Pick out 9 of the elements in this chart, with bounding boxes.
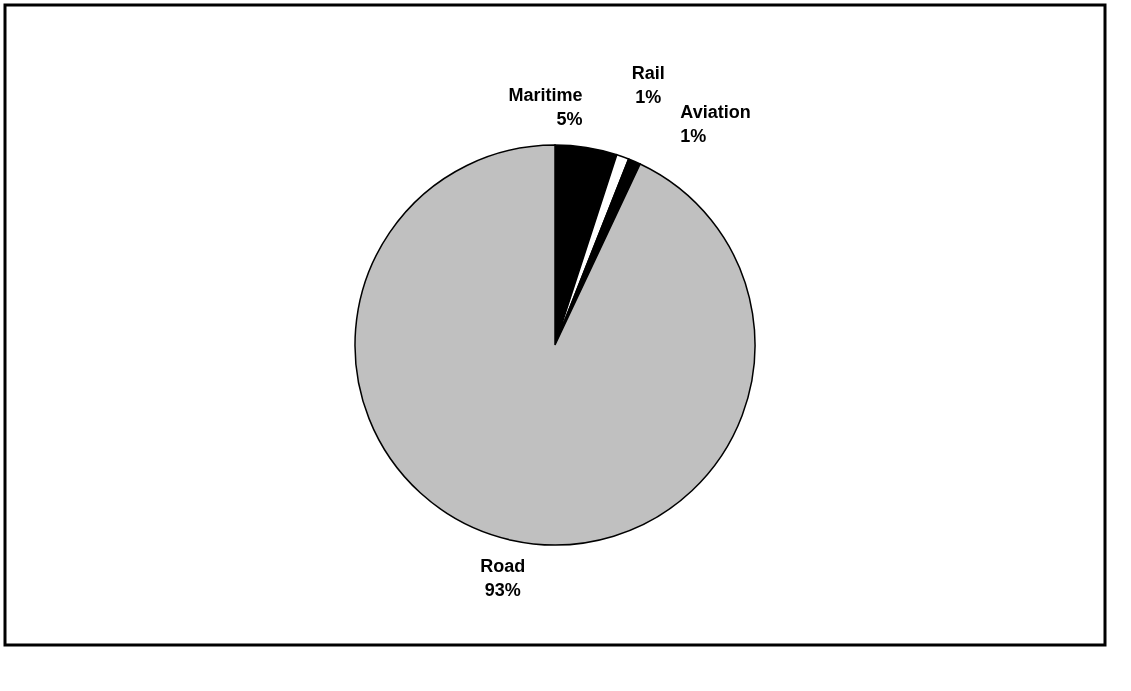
- slice-label: Rail: [631, 63, 665, 84]
- pie-slice: [354, 144, 756, 546]
- data-label: 93%: [484, 580, 521, 601]
- data-label: 1%: [635, 87, 662, 108]
- slice-label: Aviation: [680, 101, 751, 122]
- slice-label: Road: [480, 556, 526, 577]
- data-label: 5%: [556, 108, 583, 129]
- data-label: 1%: [680, 125, 707, 146]
- slice-label: Maritime: [508, 84, 583, 105]
